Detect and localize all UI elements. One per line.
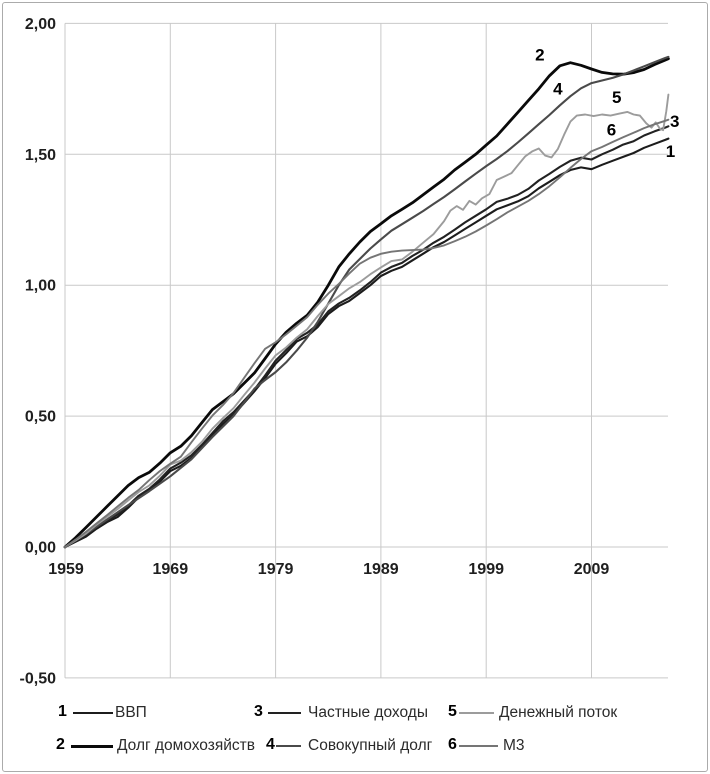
legend-label: Долг домохозяйств — [117, 737, 255, 754]
x-tick-label: 1999 — [468, 561, 504, 578]
x-tick-label: 2009 — [574, 561, 610, 578]
legend-number: 4 — [266, 736, 275, 753]
legend-number: 2 — [56, 736, 65, 753]
legend-label: Денежный поток — [499, 704, 618, 721]
curve-label-6: 6 — [607, 120, 616, 139]
x-tick-label: 1969 — [153, 561, 189, 578]
series-line-1 — [63, 137, 670, 549]
y-tick-label: -0,50 — [20, 670, 57, 687]
y-tick-label: 1,50 — [25, 147, 56, 164]
y-tick-label: 0,50 — [25, 409, 56, 426]
series-line-4 — [63, 55, 670, 549]
legend-number: 6 — [448, 736, 457, 753]
curve-label-1: 1 — [666, 142, 675, 161]
series-line-6 — [64, 118, 670, 548]
legend-label: М3 — [503, 737, 525, 754]
legend-number: 1 — [58, 703, 67, 720]
chart-plot: 2,00 1,50 1,00 0,50 0,00 -0,50 1959 1969 1979 198… — [20, 16, 680, 688]
y-tick-label: 0,00 — [25, 540, 56, 557]
y-tick-label: 1,00 — [25, 278, 56, 295]
legend-line-sample — [73, 712, 113, 714]
legend-label: ВВП — [115, 704, 147, 721]
curve-label-5: 5 — [612, 88, 621, 107]
curve-label-3: 3 — [670, 112, 679, 131]
series-line-3 — [63, 125, 670, 549]
x-tick-label: 1989 — [363, 561, 399, 578]
series-line-5 — [64, 93, 670, 548]
legend-number: 3 — [254, 703, 263, 720]
legend-line-sample — [276, 745, 301, 747]
legend-label: Частные доходы — [308, 704, 428, 721]
x-tick-label: 1979 — [258, 561, 294, 578]
legend-label: Совокупный долг — [308, 737, 433, 754]
curve-label-4: 4 — [553, 79, 563, 98]
legend-line-sample — [459, 745, 498, 747]
legend-line-sample — [459, 712, 494, 714]
curve-label-2: 2 — [535, 45, 544, 64]
y-tick-label: 2,00 — [25, 16, 56, 33]
legend-line-sample — [71, 745, 113, 748]
legend-number: 5 — [448, 703, 457, 720]
x-tick-label: 1959 — [48, 561, 84, 578]
series-line-2 — [63, 57, 670, 549]
legend-line-sample — [268, 712, 301, 714]
